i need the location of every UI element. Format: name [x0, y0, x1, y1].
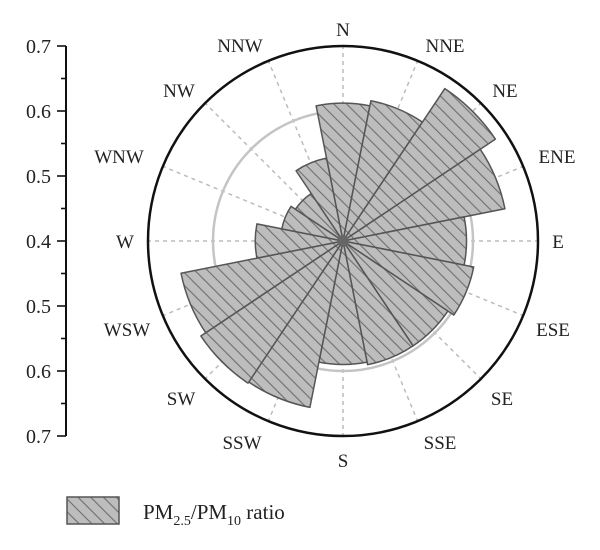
- direction-label: WNW: [94, 147, 144, 168]
- direction-label: NNW: [217, 36, 262, 57]
- direction-label: SSE: [424, 433, 457, 454]
- direction-label: NW: [163, 81, 195, 102]
- direction-label: WSW: [104, 320, 151, 341]
- bar-sw: [200, 240, 344, 384]
- legend-swatch: [66, 496, 120, 525]
- bar-nnw: [295, 157, 344, 242]
- tick-label: 0.6: [26, 101, 51, 123]
- bar-wnw: [281, 205, 344, 242]
- tick-label: 0.4: [26, 231, 51, 253]
- bar-ese: [342, 240, 475, 316]
- bars: [180, 87, 506, 409]
- bar-ne: [342, 87, 497, 242]
- bar-wsw: [180, 240, 344, 334]
- legend-label: PM2.5/PM10 ratio: [143, 500, 285, 529]
- direction-label: ESE: [536, 320, 570, 341]
- direction-label: SSW: [222, 433, 261, 454]
- direction-label: ENE: [539, 147, 576, 168]
- outer-circle: [146, 44, 540, 438]
- bar-sse: [342, 240, 414, 366]
- direction-label: S: [338, 451, 349, 472]
- center-point: [337, 235, 349, 247]
- tick-label: 0.7: [26, 36, 51, 58]
- tick-label: 0.6: [26, 361, 51, 383]
- direction-label: E: [552, 232, 564, 253]
- axis-ticks: [57, 45, 66, 437]
- tick-label: 0.7: [26, 426, 51, 448]
- direction-label: SE: [491, 389, 513, 410]
- direction-label: W: [116, 232, 134, 253]
- direction-label: NNE: [425, 36, 464, 57]
- direction-label: NE: [492, 81, 517, 102]
- tick-label: 0.5: [26, 296, 51, 318]
- direction-label: N: [336, 20, 350, 41]
- tick-label: 0.5: [26, 166, 51, 188]
- bar-ene: [342, 148, 506, 242]
- legend: PM2.5/PM10 ratio: [66, 496, 285, 529]
- direction-label: SW: [167, 389, 196, 410]
- radial-axis: 0.7 0.6 0.5 0.4 0.5 0.6 0.7: [26, 36, 67, 448]
- bar-w: [254, 223, 344, 259]
